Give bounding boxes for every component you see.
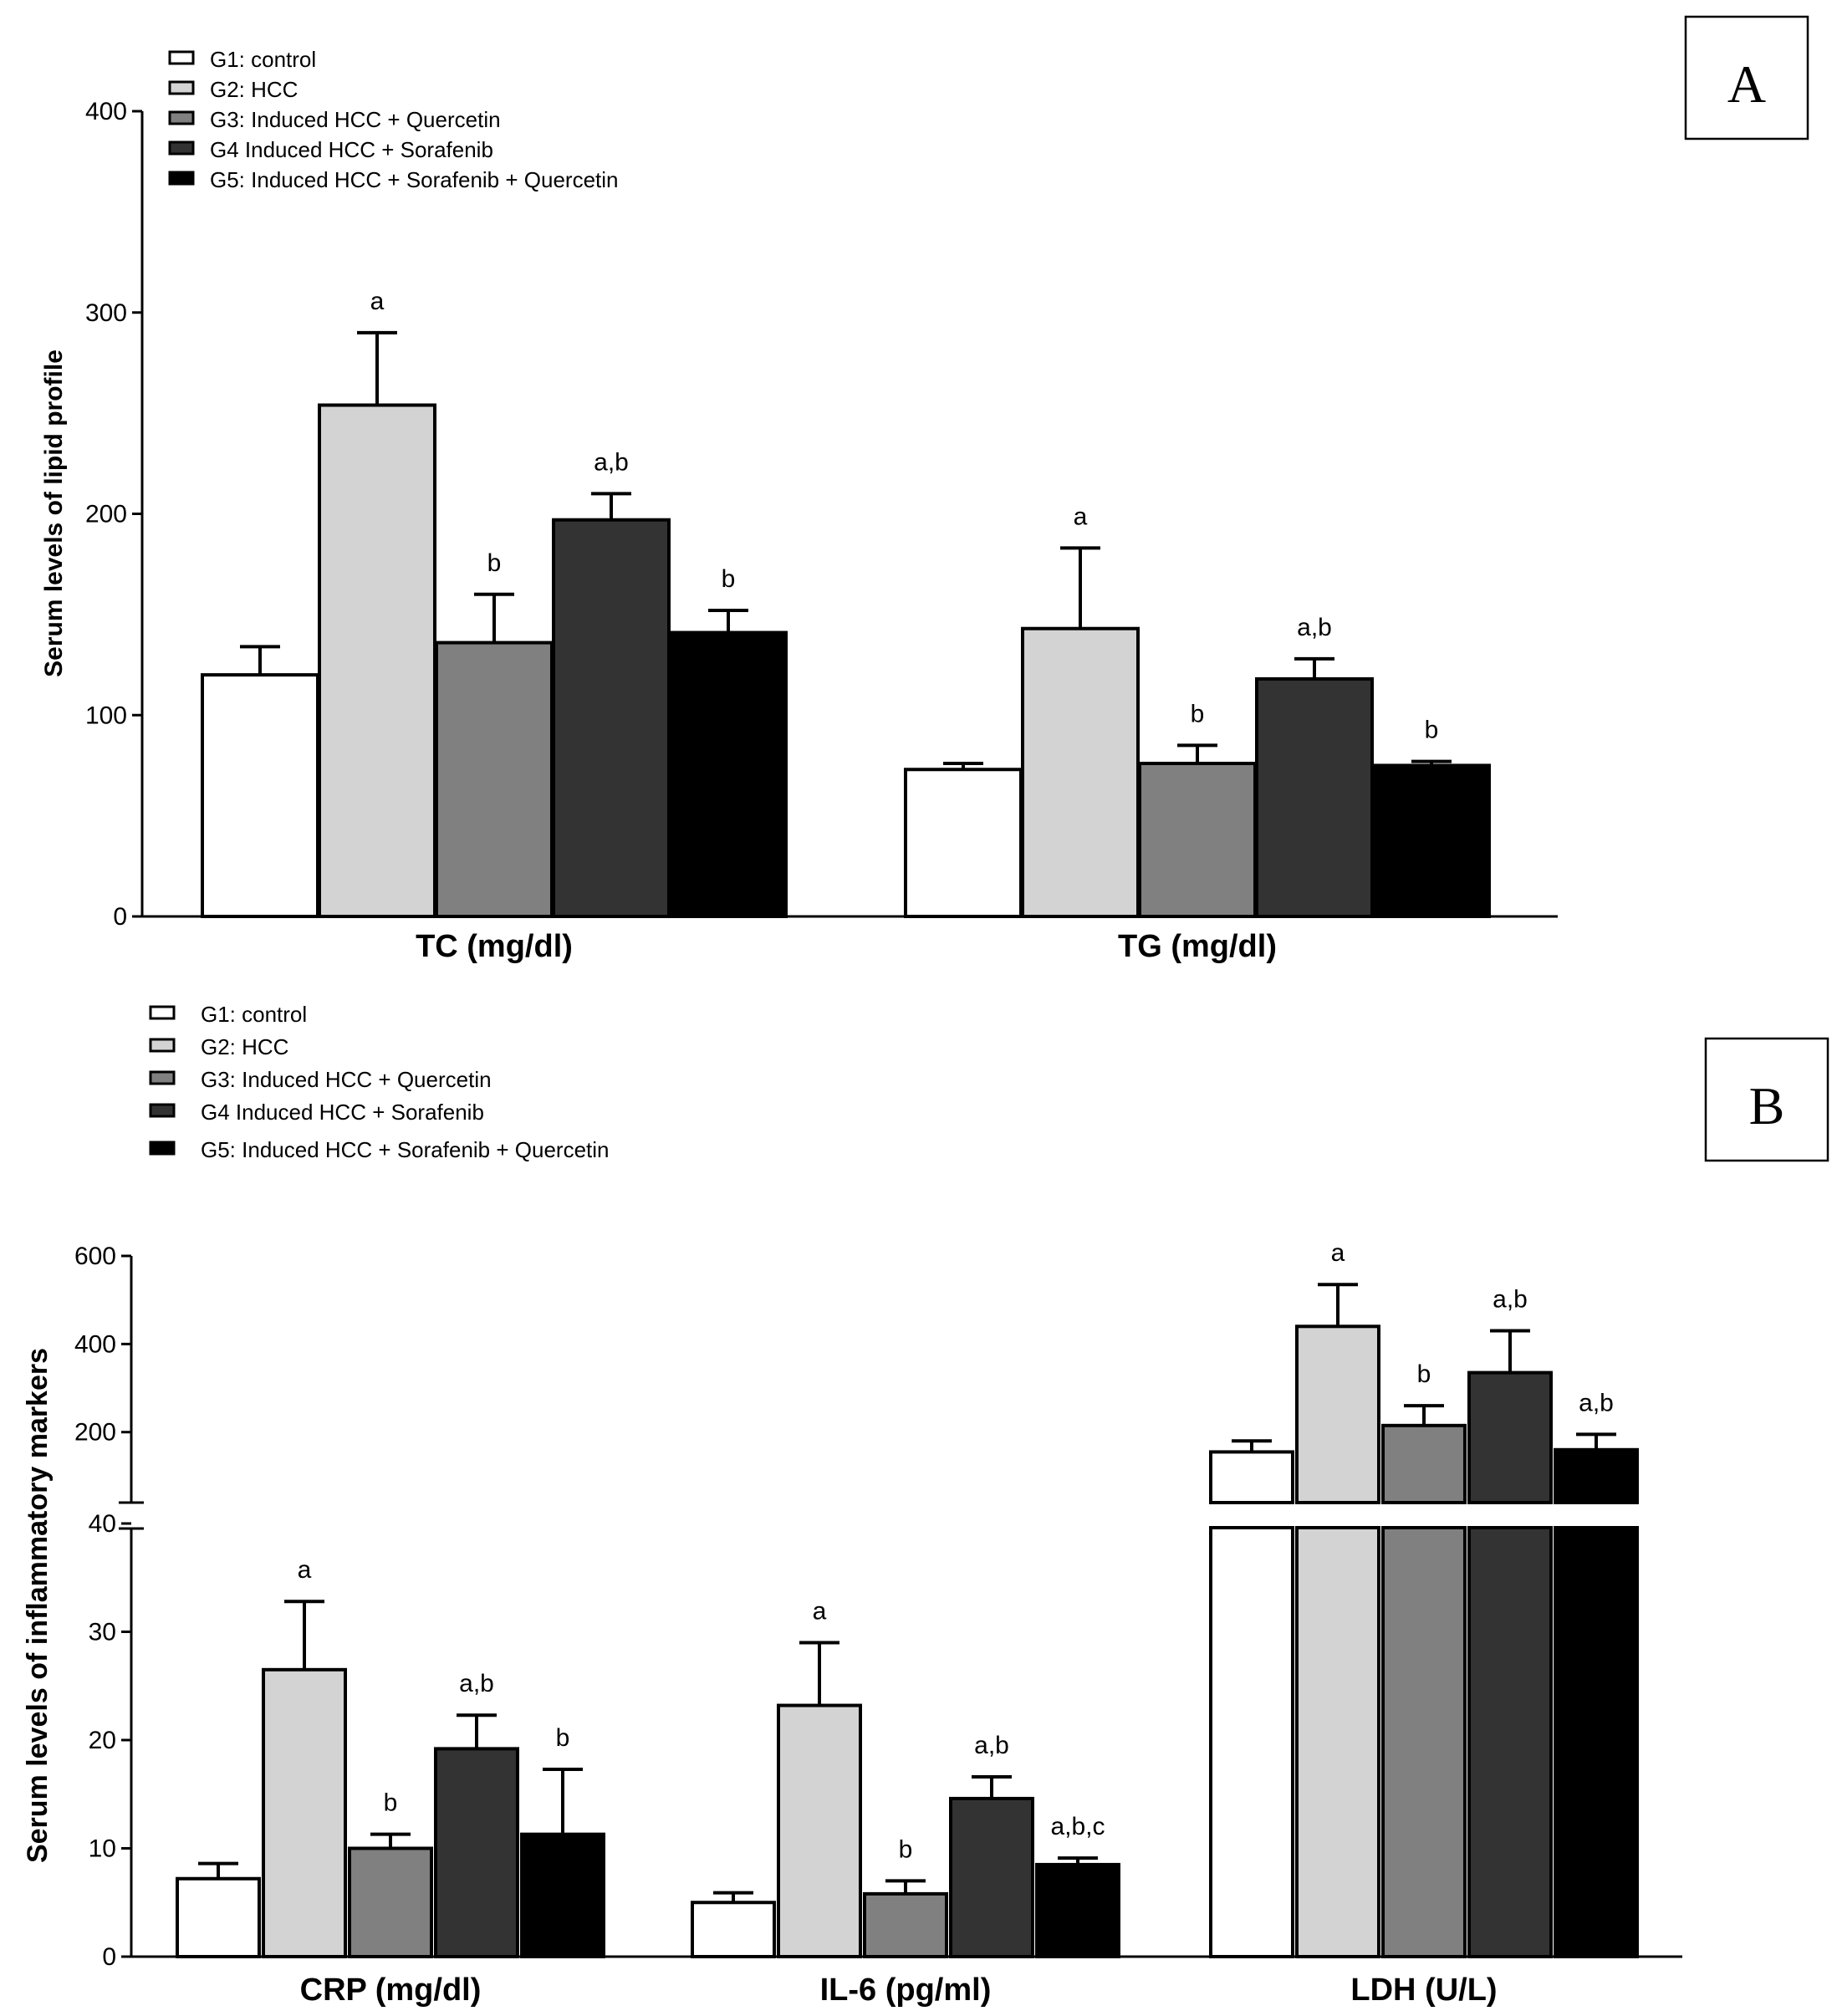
panel-b-bar [777, 1703, 862, 1959]
panel-b-bar [863, 1891, 948, 1958]
panel-a-significance-label: a,b [1297, 614, 1332, 641]
panel-a-legend-label: G4 Induced HCC + Sorafenib [210, 137, 493, 162]
panel-b-y-tick-label: 40 [89, 1510, 116, 1538]
panel-b-bar-lower [1554, 1526, 1639, 1958]
panel-b-y-axis-label: Serum levels of inflammatory markers [22, 1348, 54, 1863]
panel-a-legend-swatch [168, 50, 195, 65]
panel-b-legend-label: G5: Induced HCC + Sorafenib + Quercetin [201, 1137, 610, 1162]
panel-a-significance-label: a [370, 288, 385, 315]
panel-b-significance-label: b [384, 1789, 398, 1817]
panel-a-category-label: TC (mg/dl) [416, 929, 573, 964]
panel-b-significance-label: a,b [974, 1732, 1009, 1759]
panel-a-bar [1255, 676, 1374, 918]
panel-a-bar [904, 768, 1023, 918]
panel-b-bar [1209, 1450, 1294, 1505]
panel-b-bar [1554, 1447, 1639, 1505]
panel-a-bar [435, 641, 554, 919]
panel-b-significance-label: b [1417, 1360, 1431, 1388]
panel-b-y-tick-label: 20 [89, 1727, 116, 1754]
panel-a-legend-label: G2: HCC [210, 77, 298, 102]
panel-b-legend-label: G3: Induced HCC + Quercetin [201, 1067, 492, 1092]
panel-b-category-label: LDH (U/L) [1350, 1973, 1497, 2008]
panel-a-significance-label: a,b [594, 448, 629, 476]
panel-b-break-gap [1204, 1505, 1647, 1522]
panel-a-bar [669, 630, 788, 918]
panel-b-significance-label: a,b [1493, 1286, 1528, 1314]
panel-a-significance-label: b [722, 565, 736, 593]
panel-a-legend-label: G1: control [210, 47, 316, 72]
panel-b-legend-label: G2: HCC [201, 1034, 288, 1059]
panel-a-bar [552, 518, 671, 918]
panel-b-significance-label: a [1331, 1239, 1345, 1267]
panel-b-bar [348, 1846, 433, 1958]
panel-b-bar [176, 1876, 261, 1959]
panel-a-significance-label: b [1425, 717, 1439, 744]
panel-a-bar [318, 403, 436, 918]
panel-a-y-tick-label: 0 [113, 903, 127, 931]
panel-b-bar-lower [1467, 1526, 1553, 1958]
panel-b-bar [520, 1832, 605, 1959]
panel-b-bar [262, 1667, 347, 1958]
panel-b-category-label: IL-6 (pg/ml) [820, 1973, 992, 2008]
panel-b-bar [1467, 1370, 1553, 1505]
panel-b-bar-lower [1295, 1526, 1380, 1958]
panel-b-significance-label: b [899, 1835, 913, 1863]
panel-b-label: B [1749, 1076, 1785, 1136]
panel-b-legend-swatch [149, 1070, 176, 1085]
panel-b-y-tick-label: 0 [102, 1943, 116, 1971]
panel-a-bar [1021, 626, 1140, 918]
panel-b-bar [949, 1796, 1034, 1958]
panel-a-category-label: TG (mg/dl) [1118, 929, 1277, 964]
panel-b-legend-swatch [149, 1038, 176, 1053]
panel-b-y-tick-label: 10 [89, 1835, 116, 1863]
panel-a-bar [201, 673, 319, 918]
panel-b-bar-lower [1209, 1526, 1294, 1958]
panel-b-significance-label: a,b,c [1050, 1813, 1105, 1840]
panel-b-bar [434, 1747, 519, 1959]
panel-a-label: A [1727, 54, 1766, 114]
panel-b-y-tick-label: 200 [74, 1419, 116, 1447]
panel-b-legend-swatch [149, 1005, 176, 1020]
panel-b-significance-label: a,b [1579, 1389, 1614, 1416]
panel-b-bar [1381, 1423, 1467, 1504]
panel-b-y-tick-label: 30 [89, 1619, 116, 1646]
panel-a-bar [1138, 762, 1257, 919]
panel-b-category-label: CRP (mg/dl) [300, 1973, 482, 2008]
panel-b-bar-lower [1381, 1526, 1467, 1958]
panel-a-bar [1372, 763, 1491, 918]
panel-a-legend-swatch [168, 80, 195, 95]
panel-a-legend-label: G5: Induced HCC + Sorafenib + Quercetin [210, 167, 619, 192]
panel-b-y-tick-label: 400 [74, 1330, 116, 1358]
panel-b-legend-swatch [149, 1141, 176, 1156]
panel-a-significance-label: b [1191, 700, 1205, 727]
panel-b-significance-label: a,b [459, 1670, 494, 1697]
panel-b-legend-swatch [149, 1103, 176, 1118]
panel-b-label-box [1704, 1037, 1829, 1162]
panel-b-bar [691, 1901, 776, 1958]
panel-b-significance-label: a [813, 1597, 827, 1625]
panel-a-legend-swatch [168, 140, 195, 156]
panel-a-y-tick-label: 400 [85, 98, 127, 125]
panel-a-legend-label: G3: Induced HCC + Quercetin [210, 107, 501, 132]
panel-a-y-tick-label: 300 [85, 299, 127, 327]
panel-b-significance-label: a [298, 1556, 312, 1584]
panel-a-y-tick-label: 100 [85, 702, 127, 729]
panel-a-label-box [1684, 15, 1809, 140]
panel-a: A Serum levels of lipid profile 0 100 200 3… [40, 15, 1809, 964]
panel-b-bar [1295, 1324, 1380, 1505]
panel-a-significance-label: b [487, 549, 502, 577]
panel-b-legend-label: G1: control [201, 1002, 307, 1027]
panel-b: B Serum levels of inflammatory markers 0… [22, 1002, 1829, 2008]
panel-a-significance-label: a [1074, 503, 1088, 530]
panel-a-y-axis-label: Serum levels of lipid profile [40, 350, 68, 677]
panel-a-legend-swatch [168, 110, 195, 125]
panel-b-bar [1035, 1862, 1120, 1959]
panel-a-legend-swatch [168, 171, 195, 186]
panel-b-y-tick-label: 600 [74, 1243, 116, 1270]
panel-b-legend-label: G4 Induced HCC + Sorafenib [201, 1100, 484, 1125]
panel-b-significance-label: b [556, 1724, 570, 1752]
panel-a-y-tick-label: 200 [85, 501, 127, 528]
